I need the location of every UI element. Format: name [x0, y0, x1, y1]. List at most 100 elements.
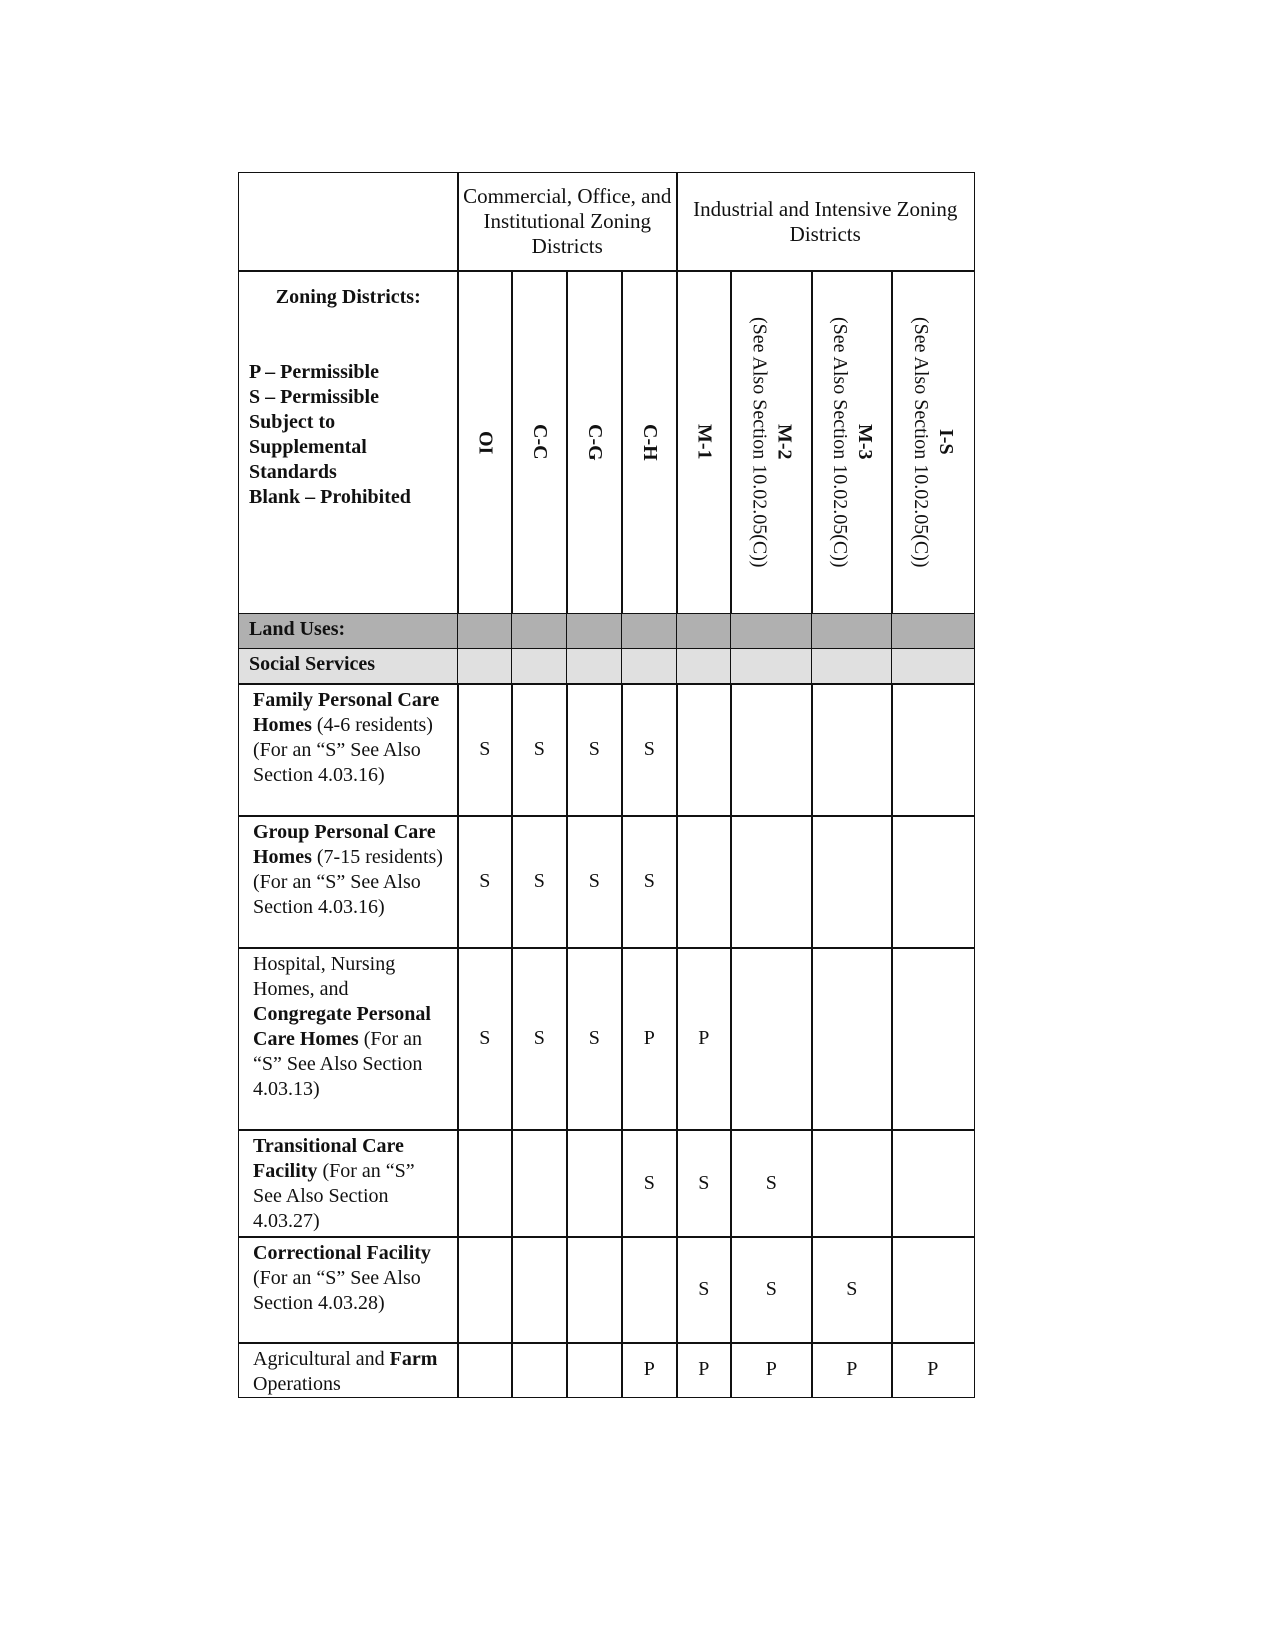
band-cell [511, 613, 568, 650]
permission-cell: S [457, 947, 513, 1131]
land-use-text-part: (7-15 residents) (For an “S” See Also Se… [253, 846, 443, 918]
permission-cell [511, 1129, 568, 1238]
district-header-c-g: C-G [566, 270, 623, 615]
legend-line: S – Permissible Subject to Supplemental … [249, 386, 379, 483]
band-cell [566, 648, 623, 685]
land-use-text-part: Transitional Care Facility [253, 1135, 404, 1182]
land-use-text-part: Farm [389, 1348, 438, 1370]
permission-value: S [643, 870, 655, 893]
district-label: C-H [637, 424, 662, 461]
permission-cell [621, 1236, 678, 1344]
permission-cell: S [457, 683, 513, 817]
district-code: C-G [583, 423, 606, 461]
permission-value: S [533, 870, 545, 893]
district-code: I-S [934, 429, 957, 456]
band-cell [891, 613, 975, 650]
permission-cell [457, 1236, 513, 1344]
permission-cell [457, 1129, 513, 1238]
permission-cell: S [621, 683, 678, 817]
district-header-i-s: I-S (See Also Section 10.02.05(C)) [891, 270, 975, 615]
group-header-industrial: Industrial and Intensive Zoning District… [676, 172, 975, 272]
district-code: M-3 [853, 424, 876, 461]
permission-value: P [643, 1358, 655, 1381]
group-label: Commercial, Office, and Institutional Zo… [463, 184, 672, 259]
permission-cell: S [621, 1129, 678, 1238]
permission-value: P [698, 1027, 710, 1050]
permission-cell [730, 683, 813, 817]
district-header-c-c: C-C [511, 270, 568, 615]
district-header-oi: OI [457, 270, 513, 615]
band-cell [891, 648, 975, 685]
permission-cell: S [811, 1236, 893, 1344]
district-code: M-1 [693, 424, 716, 461]
permission-cell: S [676, 1236, 732, 1344]
permission-value: S [643, 1171, 655, 1194]
permission-value: S [643, 738, 655, 761]
permission-cell [566, 1129, 623, 1238]
district-label: M-2 (See Also Section 10.02.05(C)) [746, 317, 796, 568]
band-cell [566, 613, 623, 650]
band-cell [621, 648, 678, 685]
permission-cell [811, 1129, 893, 1238]
legend-title: Zoning Districts: [275, 286, 421, 308]
permission-value: S [533, 1027, 545, 1050]
permission-cell [511, 1236, 568, 1344]
permission-cell [676, 815, 732, 949]
permission-cell [566, 1342, 623, 1398]
permission-cell: S [511, 683, 568, 817]
land-use-text-part: Group Personal Care Homes [253, 821, 436, 868]
permission-value: S [846, 1278, 858, 1301]
land-use-name: Correctional Facility (For an “S” See Al… [238, 1236, 459, 1344]
land-use-text-part: Agricultural and [253, 1348, 390, 1370]
permission-cell: P [676, 1342, 732, 1398]
permission-cell: S [730, 1129, 813, 1238]
district-note: (See Also Section 10.02.05(C)) [828, 316, 851, 568]
band-cell [457, 648, 513, 685]
land-use-name: Group Personal Care Homes (7-15 resident… [238, 815, 459, 949]
permission-cell [566, 1236, 623, 1344]
permission-cell [676, 683, 732, 817]
land-use-text-part: Correctional Facility [253, 1242, 431, 1264]
district-label: M-1 [691, 424, 716, 460]
land-use-text-part: (For an “S” See Also Section 4.03.27) [253, 1160, 415, 1232]
permission-cell [811, 815, 893, 949]
permission-cell [730, 815, 813, 949]
permission-cell: S [676, 1129, 732, 1238]
band-label: Land Uses: [249, 618, 346, 640]
permission-value: S [698, 1171, 710, 1194]
permission-value: S [765, 1171, 777, 1194]
permission-cell: S [566, 815, 623, 949]
band-label: Social Services [249, 653, 376, 675]
permission-cell [891, 683, 975, 817]
district-label: M-3 (See Also Section 10.02.05(C)) [827, 317, 877, 568]
permission-cell: P [621, 947, 678, 1131]
permission-cell [457, 1342, 513, 1398]
district-header-c-h: C-H [621, 270, 678, 615]
district-label: OI [472, 431, 497, 454]
permission-cell: S [566, 947, 623, 1131]
district-label: I-S (See Also Section 10.02.05(C)) [908, 317, 958, 568]
land-use-text-part: (For an “S” See Also Section 4.03.13) [253, 1028, 423, 1100]
permission-cell: S [457, 815, 513, 949]
permission-cell: P [811, 1342, 893, 1398]
legend-line: P – Permissible [249, 361, 379, 383]
permission-value: S [479, 870, 491, 893]
district-code: OI [474, 430, 497, 454]
permission-cell [811, 683, 893, 817]
permission-cell [891, 947, 975, 1131]
permission-cell [891, 1129, 975, 1238]
permission-value: S [533, 738, 545, 761]
permission-value: S [588, 870, 600, 893]
band-cell [511, 648, 568, 685]
permission-cell [511, 1342, 568, 1398]
group-label: Industrial and Intensive Zoning District… [693, 196, 958, 246]
legend-line: Blank – Prohibited [249, 486, 411, 508]
permission-cell [811, 947, 893, 1131]
district-code: C-H [638, 423, 661, 461]
land-use-name: Agricultural and Farm Operations [238, 1342, 459, 1398]
band-cell [676, 648, 732, 685]
land-use-text-part: (For an “S” See Also Section 4.03.28) [253, 1267, 421, 1314]
permission-value: P [846, 1358, 858, 1381]
band-cell [676, 613, 732, 650]
permission-cell: S [511, 815, 568, 949]
